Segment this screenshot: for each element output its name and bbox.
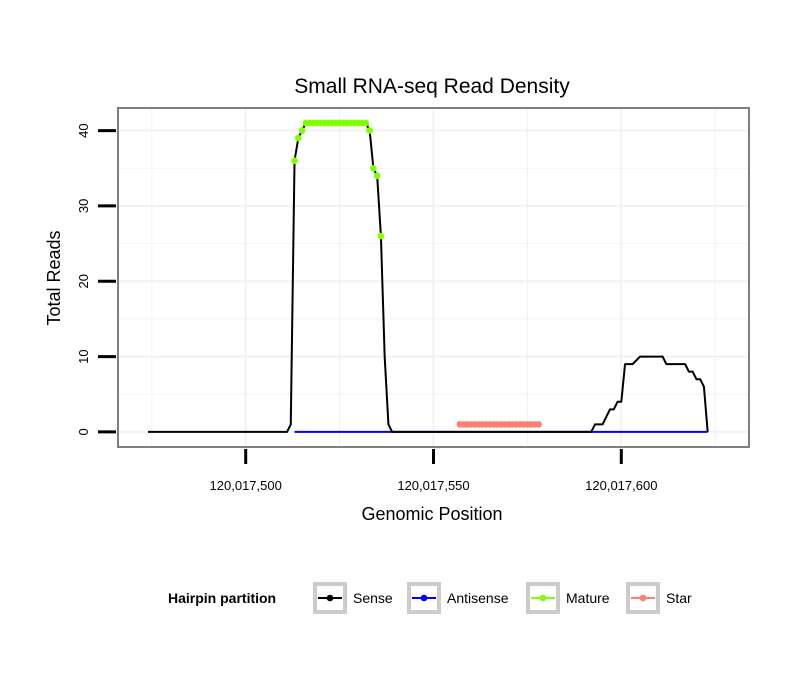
mature-point (362, 119, 370, 127)
chart-title: Small RNA-seq Read Density (294, 75, 570, 98)
y-tick-label: 10 (76, 349, 91, 363)
legend-key-point (326, 594, 334, 602)
mature-point (298, 127, 306, 134)
series-star (456, 421, 542, 428)
mature-point (294, 134, 302, 142)
x-tick-label: 120,017,500 (210, 478, 282, 493)
plot-frame (117, 107, 750, 448)
legend-title: Hairpin partition (168, 590, 276, 606)
legend-item-star: Star (626, 582, 692, 614)
mature-point (377, 232, 385, 240)
mature-point (373, 172, 381, 180)
legend-label: Mature (566, 590, 610, 606)
x-axis-title: Genomic Position (361, 504, 502, 524)
legend: Hairpin partition Sense Antisense Mature St… (168, 582, 692, 614)
legend-label: Sense (353, 590, 393, 606)
y-axis: 0 10 20 30 40 (76, 123, 116, 436)
mature-point (370, 164, 377, 172)
series-mature (291, 119, 385, 240)
y-tick-label: 0 (76, 428, 91, 435)
legend-item-sense: Sense (313, 582, 393, 614)
y-tick-label: 20 (76, 274, 91, 288)
legend-key-point (639, 594, 647, 602)
star-point (535, 421, 542, 428)
gridlines (118, 108, 749, 447)
x-axis: 120,017,500 120,017,550 120,017,600 (210, 449, 657, 493)
x-tick-label: 120,017,600 (585, 478, 657, 493)
y-tick-label: 30 (76, 199, 91, 213)
legend-key-point (420, 594, 428, 602)
legend-key-point (539, 594, 547, 602)
y-axis-title: Total Reads (44, 230, 64, 325)
legend-label: Antisense (447, 590, 509, 606)
legend-label: Star (666, 590, 692, 606)
y-tick-label: 40 (76, 123, 91, 137)
legend-item-mature: Mature (526, 582, 610, 614)
mature-point (291, 157, 298, 165)
mature-point (366, 127, 373, 134)
legend-item-antisense: Antisense (407, 582, 509, 614)
series-layer (148, 119, 709, 433)
x-tick-label: 120,017,550 (397, 478, 469, 493)
